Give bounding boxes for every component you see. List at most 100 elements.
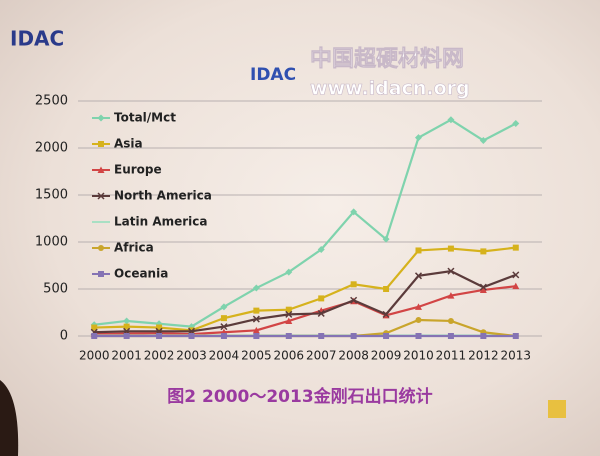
point: [220, 333, 227, 339]
point: [383, 286, 390, 292]
point: [91, 324, 98, 331]
point: [382, 235, 390, 243]
legend-marker: [98, 141, 104, 147]
x-tick-label: 2000: [79, 349, 110, 363]
series-line: [94, 246, 516, 332]
y-tick-label: 2000: [35, 141, 68, 156]
point: [447, 333, 454, 339]
x-tick-label: 2011: [436, 349, 467, 363]
point: [123, 323, 130, 330]
point: [512, 333, 519, 339]
point: [252, 315, 260, 323]
point: [512, 244, 519, 251]
point: [318, 333, 325, 339]
x-tick-label: 2013: [501, 349, 532, 363]
legend-label: Asia: [114, 137, 143, 151]
point: [415, 317, 422, 324]
point: [285, 317, 293, 324]
legend-label: Oceania: [114, 267, 168, 281]
point: [447, 317, 454, 324]
legend-label: Europe: [114, 163, 162, 177]
legend-label: Total/Mct: [114, 111, 176, 125]
point: [285, 333, 292, 339]
point: [220, 315, 227, 322]
x-tick-label: 2007: [306, 349, 337, 363]
silhouette: [0, 380, 19, 456]
y-tick-label: 0: [60, 329, 68, 344]
point: [123, 333, 130, 339]
x-tick-label: 2008: [338, 349, 369, 363]
point: [253, 333, 260, 339]
point: [512, 282, 520, 290]
point: [285, 268, 293, 276]
point: [318, 295, 325, 302]
x-tick-label: 2003: [176, 349, 207, 363]
point: [91, 333, 98, 339]
point: [252, 284, 260, 292]
series-line: [94, 118, 517, 328]
point: [479, 286, 487, 293]
point: [382, 310, 390, 318]
point: [350, 296, 358, 304]
point: [350, 281, 357, 288]
y-tick-label: 500: [43, 282, 68, 297]
point: [156, 333, 163, 339]
x-tick-label: 2006: [274, 349, 305, 363]
site-name: 中国超硬材料网: [310, 47, 464, 72]
x-tick-label: 2010: [403, 349, 434, 363]
x-tick-label: 2012: [468, 349, 499, 363]
series-line: [94, 270, 517, 334]
point: [415, 303, 422, 310]
point: [317, 246, 325, 254]
point: [512, 271, 520, 279]
point: [220, 323, 228, 331]
x-tick-label: 2001: [111, 349, 142, 363]
point: [480, 333, 487, 339]
legend-marker: [97, 166, 105, 173]
site-url: www.idacn.org: [310, 78, 470, 100]
site-logo: IDAC: [250, 65, 296, 85]
point: [414, 272, 423, 280]
legend-marker: [98, 245, 104, 251]
legend-marker: [97, 192, 105, 200]
x-tick-label: 2009: [371, 349, 402, 363]
point: [479, 283, 487, 291]
point: [156, 324, 163, 331]
x-tick-label: 2005: [241, 349, 272, 363]
point: [480, 248, 487, 255]
y-tick-label: 2500: [35, 94, 68, 109]
point: [188, 333, 195, 339]
x-tick-label: 2004: [209, 349, 240, 363]
legend-marker: [97, 114, 105, 122]
point: [479, 136, 487, 144]
deco: [548, 400, 566, 418]
point: [512, 120, 520, 128]
point: [415, 247, 422, 254]
point: [447, 245, 454, 252]
point: [350, 208, 358, 216]
point: [317, 309, 325, 317]
point: [383, 333, 390, 339]
point: [447, 116, 455, 124]
caption: 图2 2000～2013金刚石出口统计: [167, 386, 432, 407]
point: [285, 306, 292, 313]
point: [350, 333, 357, 339]
point: [220, 303, 228, 311]
legend-marker: [98, 271, 104, 277]
series-line: [94, 285, 516, 336]
y-tick-label: 1000: [35, 235, 68, 250]
legend-label: Africa: [114, 241, 154, 255]
legend-label: North America: [114, 189, 212, 203]
point: [447, 267, 455, 275]
point: [415, 134, 422, 142]
point: [285, 310, 293, 318]
point: [415, 333, 422, 339]
point: [252, 326, 260, 334]
point: [253, 307, 260, 314]
x-tick-label: 2002: [144, 349, 175, 363]
point: [123, 317, 131, 325]
y-tick-label: 1500: [35, 188, 68, 203]
legend-label: Latin America: [114, 215, 208, 229]
